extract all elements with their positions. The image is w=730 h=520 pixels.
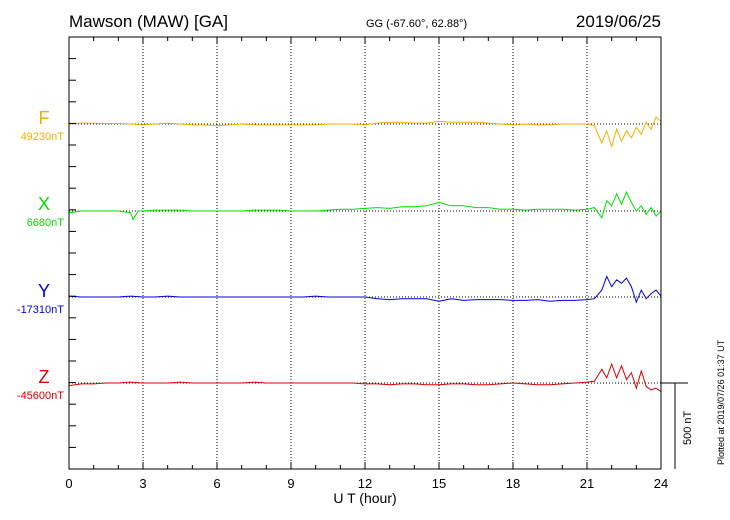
baseline-label-f: 49230nT (20, 131, 64, 143)
x-tick-label-0: 0 (65, 476, 73, 491)
series-line-y (68, 275, 662, 304)
scale-bar-label: 500 nT (682, 410, 694, 445)
series-line-f (68, 116, 662, 149)
baseline-label-z: -45600nT (16, 390, 64, 402)
series-label-f: F (38, 108, 50, 128)
series-label-y: Y (37, 281, 50, 301)
x-tick-label-3: 3 (139, 476, 147, 491)
series-group (68, 116, 662, 393)
station-title: Mawson (MAW) [GA] (69, 12, 228, 31)
plotted-timestamp: Plotted at 2019/07/26 01:37 UT (716, 339, 726, 465)
x-tick-label-9: 9 (287, 476, 295, 491)
station-coords: GG (-67.60°, 62.88°) (366, 18, 468, 30)
series-line-z (68, 362, 662, 393)
x-tick-label-12: 12 (357, 476, 373, 491)
series-label-x: X (37, 194, 50, 214)
x-axis-label: U T (hour) (333, 490, 397, 506)
plot-date: 2019/06/25 (575, 12, 661, 31)
x-tick-label-6: 6 (213, 476, 221, 491)
grid-lines (142, 37, 588, 469)
baseline-label-y: -17310nT (16, 304, 64, 316)
x-tick-label-18: 18 (505, 476, 521, 491)
x-tick-label-21: 21 (579, 476, 595, 491)
baseline-label-x: 6680nT (26, 217, 64, 229)
x-tick-label-24: 24 (653, 476, 669, 491)
axis-ticks (68, 37, 662, 469)
series-line-x (68, 190, 662, 221)
scale-bar (661, 382, 688, 469)
x-tick-label-15: 15 (431, 476, 447, 491)
series-label-z: Z (38, 367, 50, 387)
